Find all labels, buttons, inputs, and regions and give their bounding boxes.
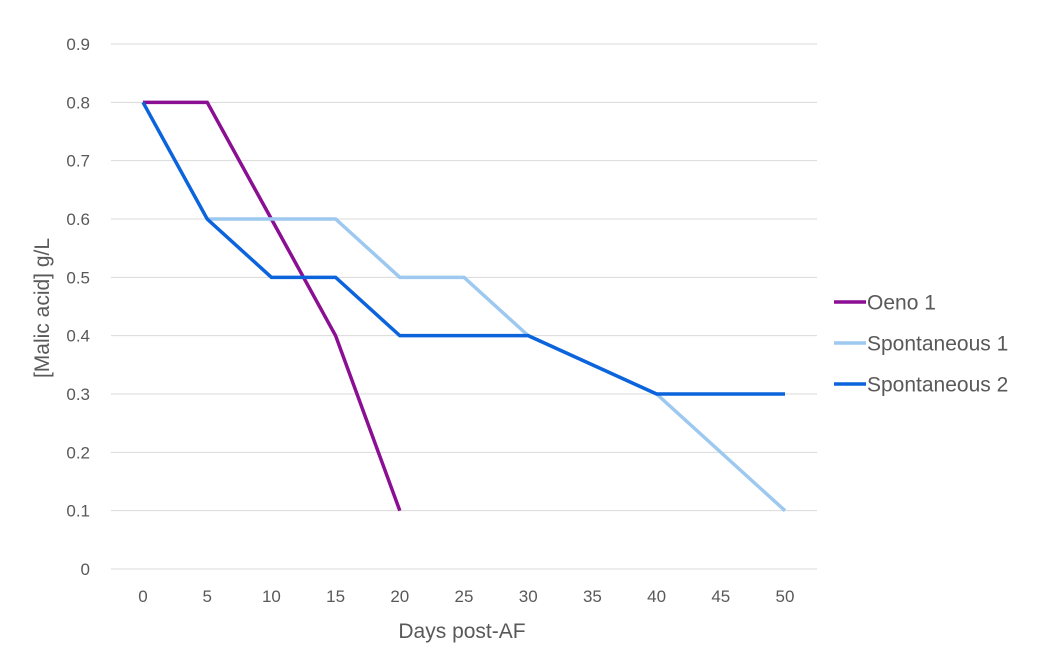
x-tick-label: 30 (519, 587, 538, 606)
legend-label: Spontaneous 1 (867, 333, 1008, 356)
x-tick-label: 5 (202, 587, 211, 606)
x-tick-label: 45 (711, 587, 730, 606)
y-tick-label: 0.4 (66, 327, 90, 346)
y-tick-label: 0.3 (66, 385, 90, 404)
tick-labels: 0 0.1 0.2 0.3 0.4 0.5 0.6 0.7 0.8 0.9 0 5 10 15 20 25 30… (66, 35, 794, 606)
series-line-3 (141, 101, 785, 396)
legend-item: Oeno 1 (834, 292, 936, 315)
x-tick-label: 20 (390, 587, 409, 606)
x-tick-label: 35 (583, 587, 602, 606)
series-line-1 (143, 100, 402, 512)
y-tick-label: 0.8 (66, 93, 90, 112)
y-tick-label: 0.5 (66, 268, 90, 287)
y-tick-label: 0.6 (66, 210, 90, 229)
y-axis-title: [Malic acid] g/L (31, 238, 54, 378)
x-axis-title: Days post-AF (398, 620, 525, 643)
y-tick-label: 0.9 (66, 35, 90, 54)
legend-label: Oeno 1 (867, 292, 936, 315)
legend-item: Spontaneous 1 (834, 333, 1008, 356)
legend-item: Spontaneous 2 (834, 374, 1008, 397)
x-tick-label: 0 (138, 587, 147, 606)
y-tick-label: 0.1 (66, 502, 90, 521)
y-tick-label: 0 (81, 560, 90, 579)
x-tick-label: 25 (455, 587, 474, 606)
series-lines (141, 100, 787, 512)
legend: Oeno 1 Spontaneous 1 Spontaneous 2 (834, 292, 1008, 397)
x-tick-label: 10 (262, 587, 281, 606)
y-tick-label: 0.2 (66, 443, 90, 462)
y-tick-label: 0.7 (66, 152, 90, 171)
legend-label: Spontaneous 2 (867, 374, 1008, 397)
x-tick-label: 15 (326, 587, 345, 606)
x-tick-label: 40 (647, 587, 666, 606)
x-tick-label: 50 (776, 587, 795, 606)
